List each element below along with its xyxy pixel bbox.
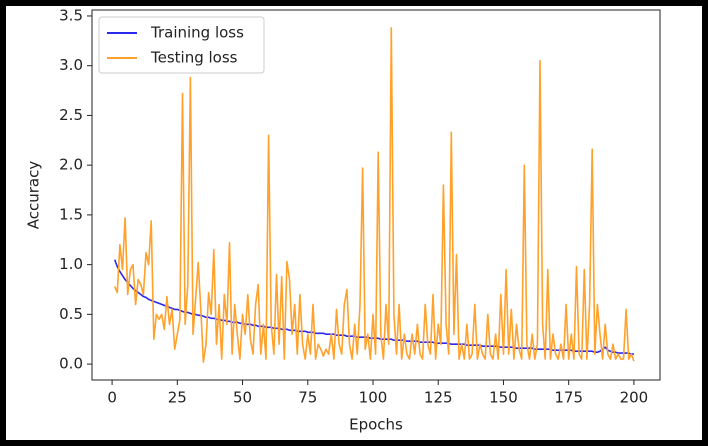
canvas — [6, 6, 702, 440]
x-tick-label: 0 — [107, 389, 117, 407]
y-tick-label: 0.0 — [59, 355, 83, 373]
y-tick-label: 0.5 — [59, 305, 83, 323]
y-tick-label: 3.0 — [59, 56, 83, 74]
plot-frame — [91, 9, 661, 381]
x-tick-label: 25 — [168, 389, 187, 407]
series-line — [113, 27, 635, 363]
y-tick-label: 2.0 — [59, 156, 83, 174]
legend-label: Testing loss — [150, 49, 238, 67]
x-tick-label: 200 — [620, 389, 649, 407]
y-tick-label: 2.5 — [59, 106, 83, 124]
x-tick-label: 175 — [554, 389, 583, 407]
y-tick-label: 1.0 — [59, 255, 83, 273]
legend-box — [98, 16, 265, 74]
x-axis-label: Epochs — [349, 416, 403, 434]
x-tick-label: 100 — [359, 389, 388, 407]
y-axis-label: Accuracy — [25, 161, 43, 230]
legend-label: Training loss — [150, 24, 244, 42]
x-tick-label: 125 — [424, 389, 453, 407]
y-tick-label: 1.5 — [59, 205, 83, 223]
y-tick-label: 3.5 — [59, 6, 83, 24]
x-tick-label: 50 — [233, 389, 252, 407]
x-tick-label: 150 — [489, 389, 518, 407]
x-tick-label: 75 — [298, 389, 317, 407]
